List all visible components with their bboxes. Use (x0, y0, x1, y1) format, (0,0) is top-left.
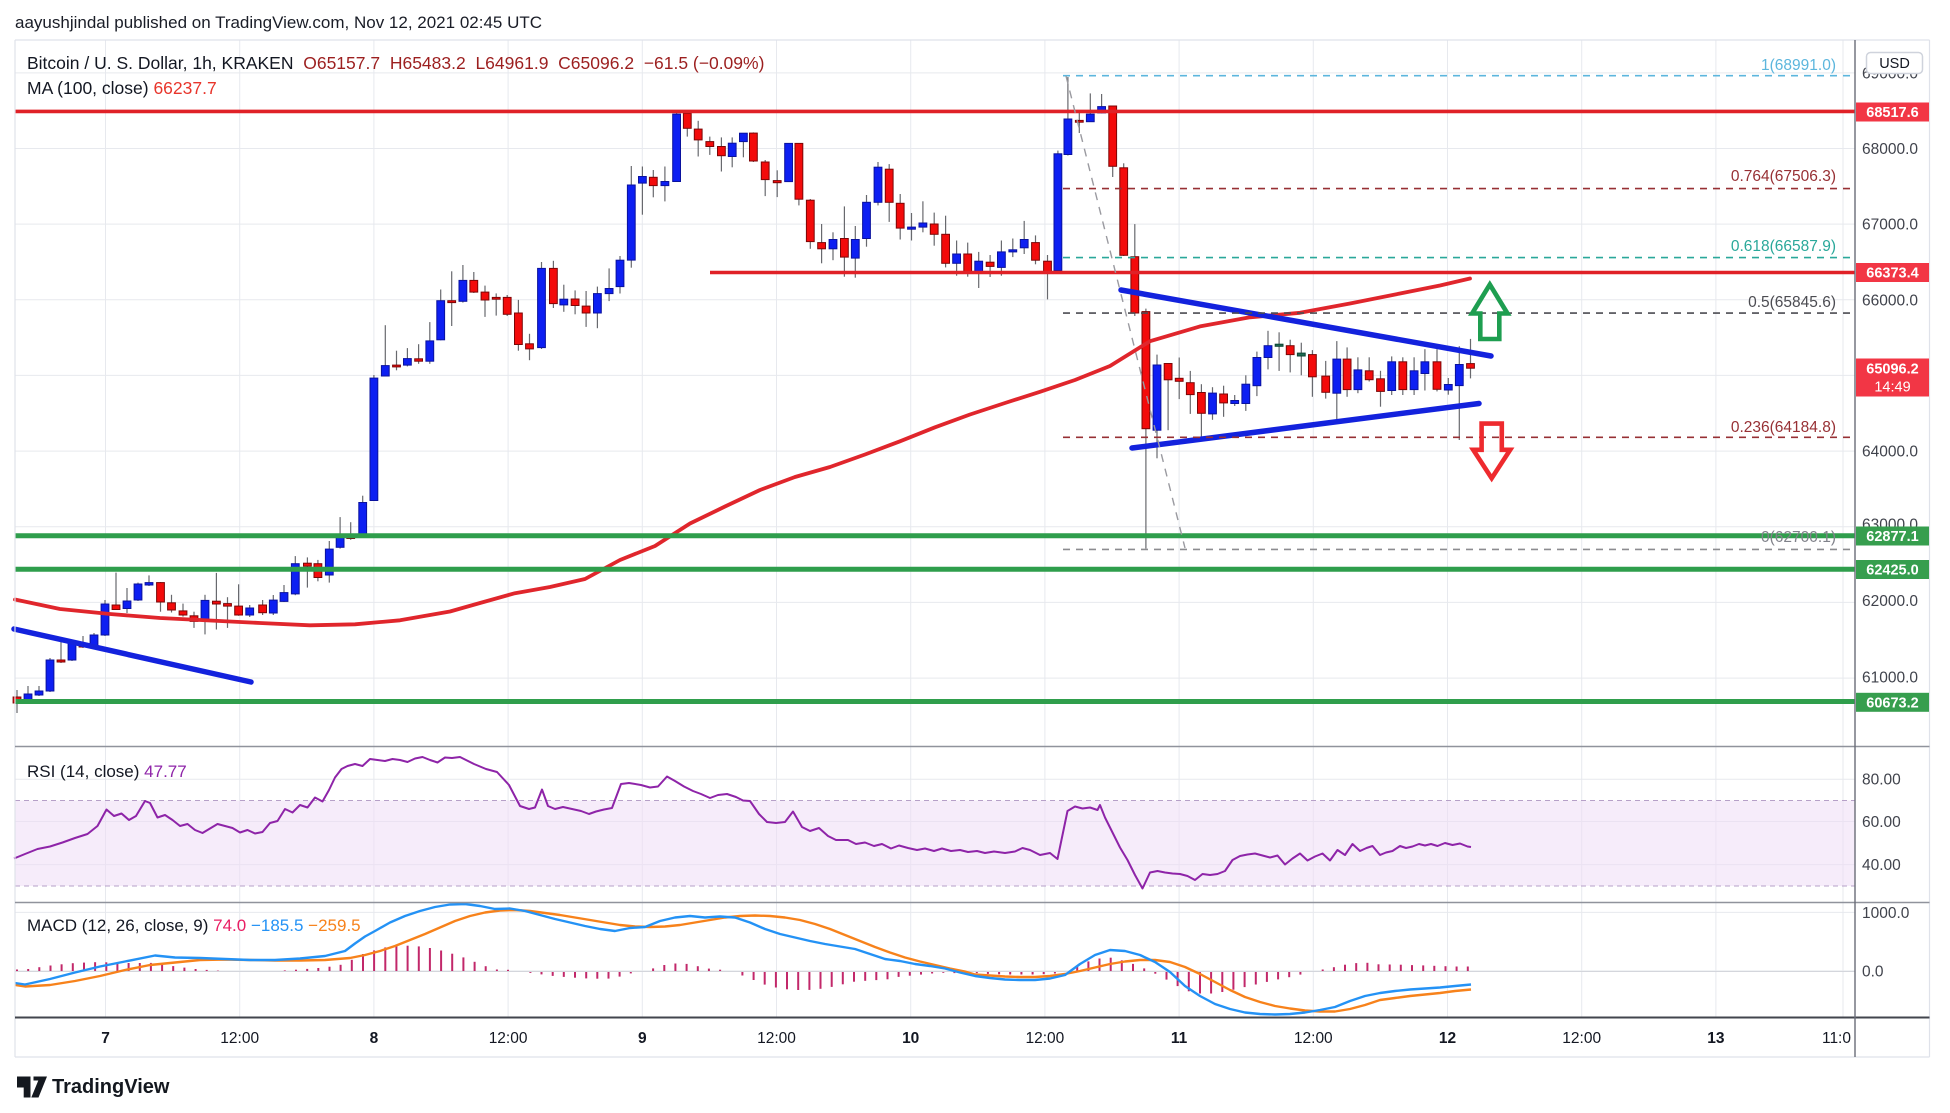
svg-text:10: 10 (902, 1030, 919, 1047)
svg-text:MA (100, close) 66237.7: MA (100, close) 66237.7 (27, 78, 217, 98)
svg-text:64000.0: 64000.0 (1862, 444, 1918, 461)
svg-text:1000.0: 1000.0 (1862, 905, 1910, 922)
svg-text:1(68991.0): 1(68991.0) (1761, 57, 1836, 74)
svg-text:0.236(64184.8): 0.236(64184.8) (1731, 419, 1836, 436)
svg-text:12:00: 12:00 (1294, 1030, 1333, 1047)
svg-text:40.00: 40.00 (1862, 857, 1901, 874)
svg-text:65096.2: 65096.2 (1866, 362, 1918, 378)
svg-text:60673.2: 60673.2 (1866, 695, 1918, 711)
svg-text:62000.0: 62000.0 (1862, 593, 1918, 610)
svg-text:9: 9 (638, 1030, 647, 1047)
svg-text:11:0: 11:0 (1822, 1030, 1851, 1047)
svg-text:14:49: 14:49 (1874, 380, 1910, 396)
svg-text:RSI (14, close) 47.77: RSI (14, close) 47.77 (27, 762, 187, 781)
svg-text:8: 8 (370, 1030, 379, 1047)
svg-text:80.00: 80.00 (1862, 772, 1901, 789)
svg-text:11: 11 (1171, 1030, 1188, 1047)
svg-text:12:00: 12:00 (489, 1030, 528, 1047)
svg-text:13: 13 (1707, 1030, 1725, 1047)
svg-text:0.0: 0.0 (1862, 963, 1884, 980)
svg-text:60.00: 60.00 (1862, 814, 1901, 831)
svg-text:0.618(66587.9): 0.618(66587.9) (1731, 238, 1836, 255)
svg-text:12:00: 12:00 (1562, 1030, 1601, 1047)
svg-text:Bitcoin / U. S. Dollar, 1h, KR: Bitcoin / U. S. Dollar, 1h, KRAKEN O6515… (27, 53, 764, 73)
svg-text:TradingView: TradingView (52, 1076, 170, 1098)
svg-text:USD: USD (1879, 56, 1910, 72)
svg-text:62877.1: 62877.1 (1866, 529, 1918, 545)
svg-text:12:00: 12:00 (1026, 1030, 1065, 1047)
svg-text:12:00: 12:00 (220, 1030, 259, 1047)
svg-text:62425.0: 62425.0 (1866, 563, 1918, 579)
svg-text:12: 12 (1439, 1030, 1456, 1047)
svg-text:12:00: 12:00 (757, 1030, 796, 1047)
svg-text:68000.0: 68000.0 (1862, 141, 1918, 158)
svg-text:67000.0: 67000.0 (1862, 217, 1918, 234)
svg-text:0.764(67506.3): 0.764(67506.3) (1731, 168, 1836, 185)
svg-text:7: 7 (101, 1030, 110, 1047)
svg-text:68517.6: 68517.6 (1866, 105, 1918, 121)
svg-text:61000.0: 61000.0 (1862, 669, 1918, 686)
svg-text:0.5(65845.6): 0.5(65845.6) (1748, 294, 1836, 311)
svg-text:66373.4: 66373.4 (1866, 266, 1918, 282)
svg-text:66000.0: 66000.0 (1862, 292, 1918, 309)
svg-text:aayushjindal published on Trad: aayushjindal published on TradingView.co… (15, 13, 542, 32)
svg-text:MACD (12, 26, close, 9) 74.0: MACD (12, 26, close, 9) 74.0 −185.5 −259… (27, 916, 361, 935)
svg-text:0(62700.1): 0(62700.1) (1761, 529, 1836, 546)
